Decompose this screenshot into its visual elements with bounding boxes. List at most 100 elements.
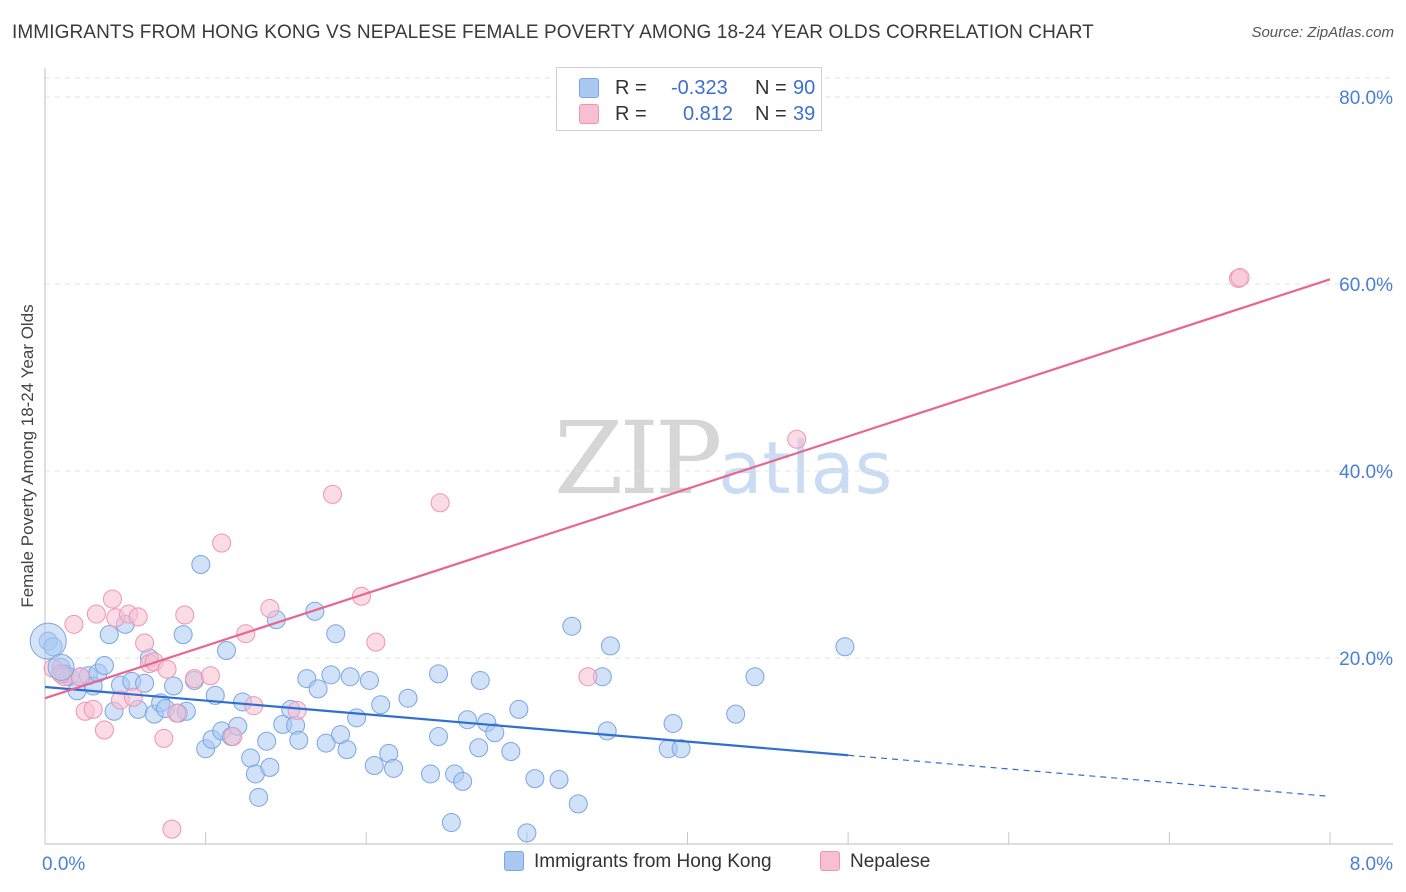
legend-n-label: N = [755,103,787,125]
hong-kong-point [429,664,449,684]
watermark-zip: ZIP [554,400,722,517]
y-tick-label: 60.0% [1339,275,1393,296]
legend-r-label: R = [615,103,647,125]
hong-kong-point [568,794,588,814]
y-tick-label: 40.0% [1339,462,1393,483]
hong-kong-point [562,616,582,636]
watermark: ZIPatlas [554,400,892,517]
hong-kong-point [509,699,529,719]
hong-kong-point [241,748,261,768]
hong-kong-point [337,740,357,760]
hong-kong-point [470,670,490,690]
nepalese-point [86,604,106,624]
nepalese-point [351,586,371,606]
hong-kong-point [398,688,418,708]
nepalese-point [167,703,187,723]
legend-n-label: N = [755,77,787,99]
hong-kong-point [308,679,328,699]
hong-kong-point [525,769,545,789]
bottom-legend-label-nepalese: Nepalese [850,851,931,872]
legend-swatch-nepalese [579,104,599,124]
bottom-legend-hong-kong: Immigrants from Hong Kong [504,851,772,877]
y-tick-label: 20.0% [1339,649,1393,670]
nepalese-point [787,429,807,449]
hong-kong-point [429,727,449,747]
bottom-legend-label-hong-kong: Immigrants from Hong Kong [534,851,772,872]
x-tick-label: 0.0% [42,854,85,875]
hong-kong-point [326,624,346,644]
hong-kong-point [549,770,569,790]
nepalese-point [123,687,143,707]
hong-kong-point [469,738,489,758]
hong-kong-point [726,704,746,724]
bottom-legend-swatch-nepalese [820,851,840,871]
legend-r-value: -0.323 [671,77,728,99]
hong-kong-point [135,673,155,693]
hong-kong-point [600,636,620,656]
hong-kong-point [289,730,309,750]
nepalese-point [223,727,243,747]
legend-n-value: 39 [793,103,816,125]
hong-kong-point [173,625,193,645]
legend-n-value: 90 [793,77,816,99]
nepalese-point [212,533,232,553]
hong-kong-point [371,695,391,715]
hong-kong-point [364,756,384,776]
nepalese-point [175,605,195,625]
hong-kong-point [164,676,183,696]
hong-kong-point [347,708,367,728]
nepalese-point [135,633,155,653]
hong-kong-point [47,653,75,681]
hong-kong-trend-line-extension [848,754,1331,797]
nepalese-point [260,598,280,618]
nepalese-point [1230,267,1250,287]
legend-swatch-hong-kong [579,78,599,98]
legend-r-label: R = [615,77,647,99]
hong-kong-point [457,710,477,730]
hong-kong-point [205,685,225,705]
hong-kong-point [384,758,404,778]
bottom-legend-nepalese: Nepalese [820,851,930,877]
hong-kong-point [316,733,336,753]
nepalese-point [162,819,182,839]
nepalese-point [200,666,220,686]
y-tick-label: 80.0% [1339,88,1393,109]
hong-kong-point [340,667,360,687]
chart-title: IMMIGRANTS FROM HONG KONG VS NEPALESE FE… [12,22,1094,43]
legend-r-value: 0.812 [683,103,734,125]
hong-kong-point [260,757,280,777]
nepalese-point [430,493,450,513]
hong-kong-point [29,622,67,660]
nepalese-point [366,632,386,652]
nepalese-point [128,607,148,627]
nepalese-point [157,659,177,679]
nepalese-point [578,667,598,687]
legend: R = -0.323 N = 90 R = 0.812 N = 39 [556,67,822,131]
nepalese-point [94,720,114,740]
nepalese-point [287,700,307,720]
hong-kong-point [501,742,521,761]
hong-kong-point [835,637,855,657]
hong-kong-point [217,641,237,661]
hong-kong-point [597,721,617,741]
hong-kong-point [421,764,440,784]
hong-kong-point [663,713,683,733]
hong-kong-point [485,723,505,743]
nepalese-point [154,728,174,748]
hong-kong-point [249,787,269,807]
nepalese-point [83,699,103,719]
source-label: Source: ZipAtlas.com [1251,24,1394,41]
hong-kong-point [453,771,473,791]
hong-kong-point [671,739,691,759]
hong-kong-point [99,625,119,645]
bottom-legend-swatch-hong-kong [504,851,524,871]
nepalese-trend-line [44,278,1331,700]
hong-kong-point [441,813,461,833]
x-tick-label: 8.0% [1350,854,1393,875]
nepalese-point [184,669,204,689]
hong-kong-point [257,731,277,751]
nepalese-point [64,614,84,634]
hong-kong-point [191,555,211,574]
hong-kong-point [321,665,341,685]
